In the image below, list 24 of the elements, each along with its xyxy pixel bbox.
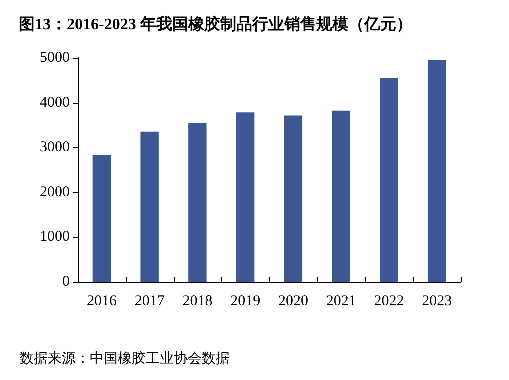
y-tick-label: 4000 — [40, 94, 70, 111]
bar — [332, 110, 350, 282]
x-tick-label: 2018 — [182, 294, 213, 310]
bar — [284, 116, 303, 282]
y-tick-label: 2000 — [40, 184, 70, 200]
x-tick-label: 2020 — [278, 294, 308, 310]
x-tick-label: 2021 — [326, 294, 356, 310]
chart-title: 图13：2016-2023 年我国橡胶制品行业销售规模（亿元） — [19, 16, 412, 34]
y-tick-label: 0 — [62, 274, 70, 290]
y-tick-label: 3000 — [40, 140, 70, 156]
x-tick-label: 2017 — [134, 294, 166, 310]
bar — [236, 112, 255, 282]
x-tick-label: 2019 — [230, 294, 261, 310]
bar — [140, 132, 159, 282]
x-tick-label: 2023 — [422, 294, 452, 310]
bar — [428, 60, 446, 282]
bar — [92, 155, 112, 282]
x-tick-label: 2022 — [374, 294, 404, 310]
y-tick-label: 5000 — [40, 50, 70, 66]
y-tick-label: 1000 — [40, 229, 70, 246]
bar — [188, 122, 207, 282]
x-tick-label: 2016 — [86, 294, 118, 310]
source-note: 数据来源：中国橡胶工业协会数据 — [20, 351, 230, 367]
bar — [380, 78, 398, 282]
